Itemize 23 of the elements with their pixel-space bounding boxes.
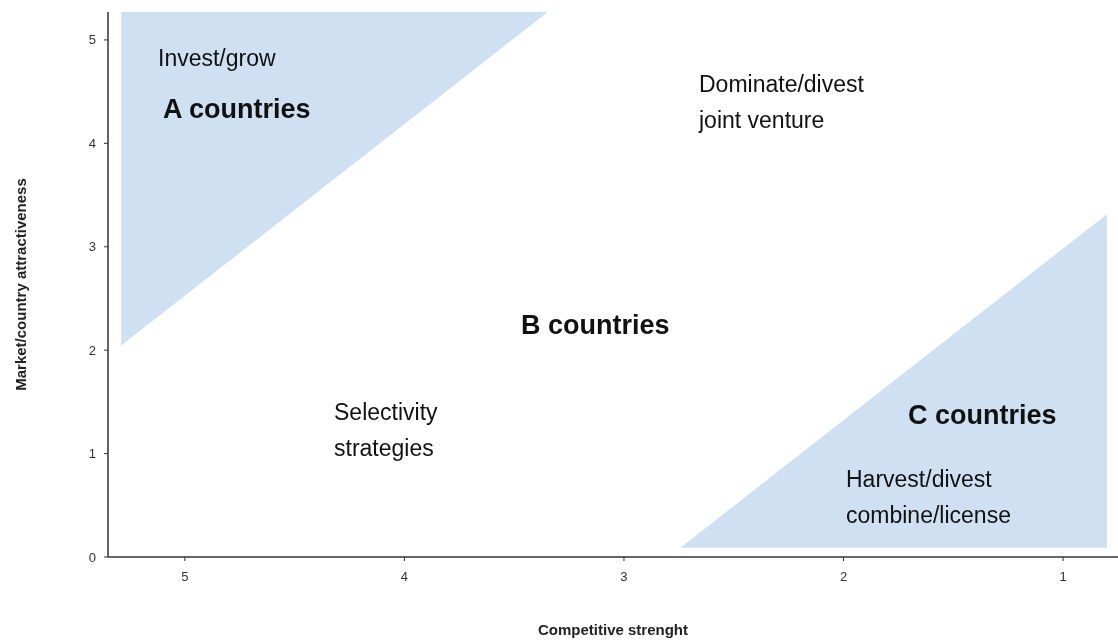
- annotation: strategies: [334, 435, 434, 462]
- x-axis-title: Competitive strenght: [537, 621, 689, 638]
- annotation: Selectivity: [334, 399, 439, 426]
- annotation: Invest/grow: [158, 45, 276, 72]
- y-axis-title: Market/country attractiveness: [12, 178, 29, 391]
- annotation: C countries: [908, 400, 1057, 431]
- x-tick-label: 1: [1059, 569, 1067, 584]
- annotation: joint venture: [698, 107, 825, 134]
- annotation: A countries: [163, 94, 311, 125]
- y-tick-label: 4: [88, 135, 96, 151]
- annotation: combine/license: [846, 502, 1011, 529]
- y-tick-label: 2: [88, 342, 96, 358]
- annotation: Harvest/divest: [846, 466, 993, 493]
- x-tick-label: 3: [620, 569, 628, 584]
- annotation: Dominate/divest: [699, 71, 865, 98]
- x-tick-label: 2: [839, 569, 848, 584]
- x-tick-label: 5: [181, 569, 189, 584]
- y-tick-label: 0: [88, 549, 96, 565]
- x-tick-label: 4: [400, 569, 409, 584]
- y-tick-label: 3: [88, 239, 96, 255]
- y-tick-label: 5: [88, 32, 96, 48]
- annotation: B countries: [521, 310, 670, 341]
- y-tick-label: 1: [88, 446, 96, 462]
